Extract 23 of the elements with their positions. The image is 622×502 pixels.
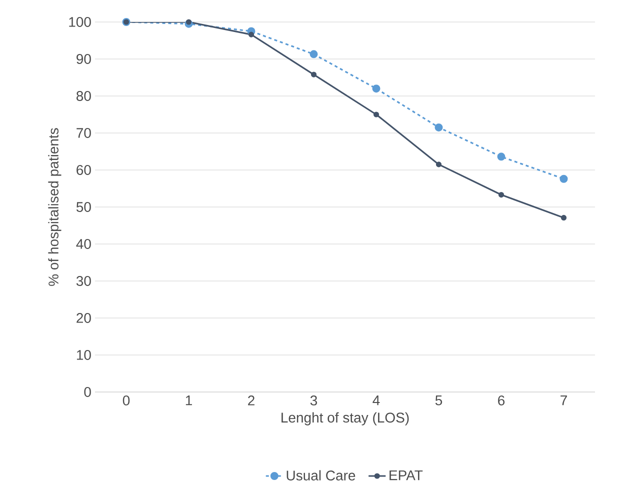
x-tick-label: 4 [372, 396, 380, 406]
y-tick-label: 30 [76, 276, 91, 286]
x-tick-label: 5 [435, 396, 442, 406]
y-tick-label: 90 [76, 54, 91, 64]
x-tick-label: 6 [498, 396, 505, 406]
legend-label: Usual Care [286, 470, 356, 480]
x-tick-label: 3 [310, 396, 318, 406]
x-tick-label: 2 [248, 396, 254, 406]
y-axis-title: % of hospitalised patients [48, 128, 62, 286]
x-tick-label: 7 [560, 396, 567, 406]
x-axis-title: Lenght of stay (LOS) [282, 412, 409, 426]
legend-label: EPAT [390, 470, 423, 480]
y-tick-label: 10 [76, 350, 91, 360]
y-tick-label: 0 [84, 387, 91, 397]
x-tick-label: 1 [186, 396, 192, 406]
y-tick-label: 80 [76, 91, 91, 101]
y-tick-label: 70 [76, 128, 91, 138]
y-tick-label: 100 [69, 17, 91, 27]
y-tick-label: 50 [76, 202, 91, 212]
y-tick-label: 20 [76, 313, 91, 323]
y-tick-label: 60 [76, 165, 91, 175]
x-tick-label: 0 [122, 396, 130, 406]
y-tick-label: 40 [76, 239, 91, 249]
